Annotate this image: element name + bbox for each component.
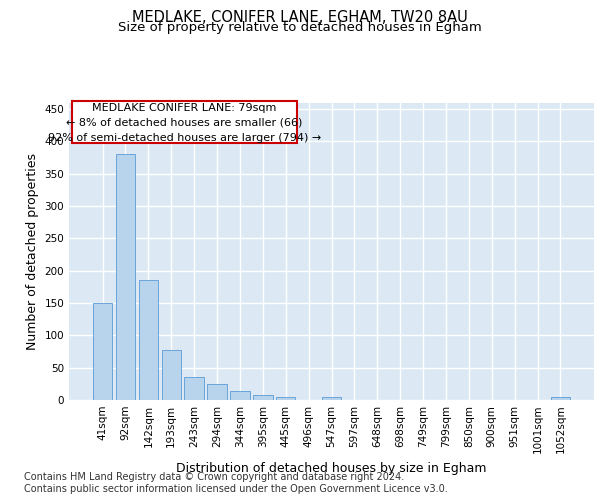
Bar xyxy=(139,280,158,400)
Bar xyxy=(161,350,181,400)
Bar xyxy=(551,398,570,400)
Text: 92% of semi-detached houses are larger (794) →: 92% of semi-detached houses are larger (… xyxy=(48,134,321,143)
Y-axis label: Number of detached properties: Number of detached properties xyxy=(26,153,39,350)
Bar xyxy=(184,376,204,400)
Text: Size of property relative to detached houses in Egham: Size of property relative to detached ho… xyxy=(118,21,482,34)
X-axis label: Distribution of detached houses by size in Egham: Distribution of detached houses by size … xyxy=(176,462,487,475)
Bar xyxy=(230,391,250,400)
Text: Contains public sector information licensed under the Open Government Licence v3: Contains public sector information licen… xyxy=(24,484,448,494)
Bar xyxy=(322,398,341,400)
Text: MEDLAKE, CONIFER LANE, EGHAM, TW20 8AU: MEDLAKE, CONIFER LANE, EGHAM, TW20 8AU xyxy=(132,10,468,25)
Bar xyxy=(253,396,272,400)
Bar xyxy=(208,384,227,400)
Bar xyxy=(93,303,112,400)
Bar xyxy=(116,154,135,400)
Text: ← 8% of detached houses are smaller (66): ← 8% of detached houses are smaller (66) xyxy=(67,118,302,128)
Bar xyxy=(276,398,295,400)
Text: Contains HM Land Registry data © Crown copyright and database right 2024.: Contains HM Land Registry data © Crown c… xyxy=(24,472,404,482)
FancyBboxPatch shape xyxy=(71,101,298,142)
Text: MEDLAKE CONIFER LANE: 79sqm: MEDLAKE CONIFER LANE: 79sqm xyxy=(92,102,277,113)
